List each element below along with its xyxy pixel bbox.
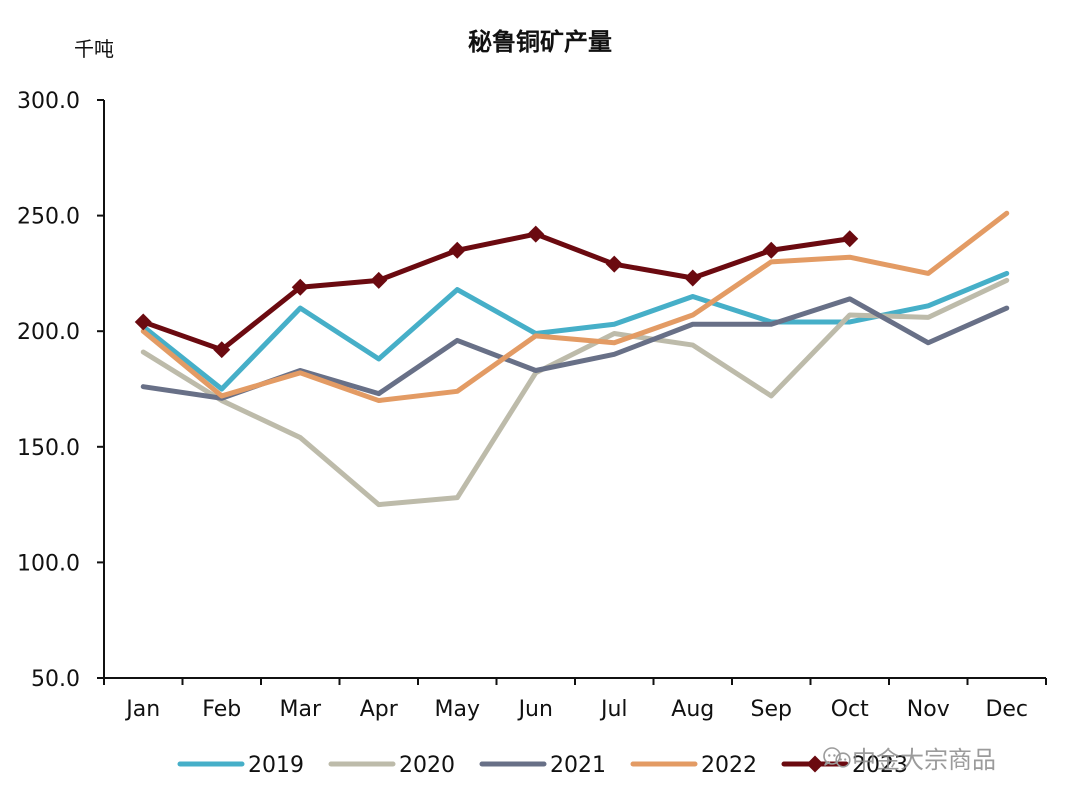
x-tick-label: Apr <box>360 697 399 722</box>
series-marker-2023 <box>605 255 623 273</box>
watermark-text: 中金大宗商品 <box>852 746 996 774</box>
legend-item-2022: 2022 <box>630 753 757 778</box>
series-line-2023 <box>140 231 853 353</box>
legend-label: 2021 <box>550 753 606 778</box>
x-tick-label: Nov <box>907 697 950 722</box>
y-tick-label: 150.0 <box>17 436 80 461</box>
x-tick-label: May <box>435 697 480 722</box>
x-axis: Jan Feb Mar Apr May Jun Jul Aug Sep Oct Nov Dec <box>103 677 1047 722</box>
legend-item-2021: 2021 <box>479 753 606 778</box>
y-axis-unit: 千吨 <box>74 37 114 61</box>
x-tick-label: Mar <box>279 697 321 722</box>
series-2020 <box>140 277 1010 508</box>
series-marker-2023 <box>370 271 388 289</box>
x-tick-label: Oct <box>831 697 869 722</box>
wechat-icon <box>823 747 851 768</box>
x-tick-label: Jan <box>124 697 160 722</box>
x-tick-label: Sep <box>751 697 792 722</box>
legend-label: 2022 <box>701 753 757 778</box>
series-marker-2023 <box>684 269 702 287</box>
series-marker-2023 <box>762 241 780 259</box>
x-tick-label: Dec <box>985 697 1028 722</box>
legend-label: 2020 <box>399 753 455 778</box>
series-2022 <box>140 210 1010 404</box>
y-tick-label: 250.0 <box>17 205 80 230</box>
series-marker-2023 <box>291 278 309 296</box>
x-tick-label: Feb <box>202 697 241 722</box>
legend-item-2023: 2023 <box>781 753 908 778</box>
series-marker-2023 <box>134 313 152 331</box>
y-tick-label: 100.0 <box>17 551 80 576</box>
series-marker-2023 <box>213 341 231 359</box>
legend-item-2020: 2020 <box>328 753 455 778</box>
series-line-2019 <box>140 270 1010 392</box>
series-layer <box>134 210 1010 508</box>
legend-label: 2019 <box>248 753 304 778</box>
series-2019 <box>140 270 1010 392</box>
legend-marker <box>806 755 824 773</box>
series-line-2020 <box>140 277 1010 508</box>
x-tick-label: Jun <box>517 697 553 722</box>
legend-label: 2023 <box>852 753 908 778</box>
series-line-2022 <box>140 210 1010 404</box>
legend-item-2019: 2019 <box>177 753 304 778</box>
y-tick-label: 50.0 <box>31 667 80 692</box>
series-marker-2023 <box>527 225 545 243</box>
legend: 2019 2020 2021 2022 2023 <box>177 753 908 778</box>
chart-title: 秘鲁铜矿产量 <box>468 28 612 56</box>
y-tick-label: 200.0 <box>17 320 80 345</box>
series-marker-2023 <box>841 230 859 248</box>
series-2023 <box>134 225 859 359</box>
series-marker-2023 <box>448 241 466 259</box>
x-tick-label: Jul <box>599 697 628 722</box>
x-tick-label: Aug <box>671 697 714 722</box>
y-tick-label: 300.0 <box>17 89 80 114</box>
y-axis: 300.0 250.0 200.0 150.0 100.0 50.0 <box>17 89 105 692</box>
watermark: 中金大宗商品 <box>823 746 996 774</box>
